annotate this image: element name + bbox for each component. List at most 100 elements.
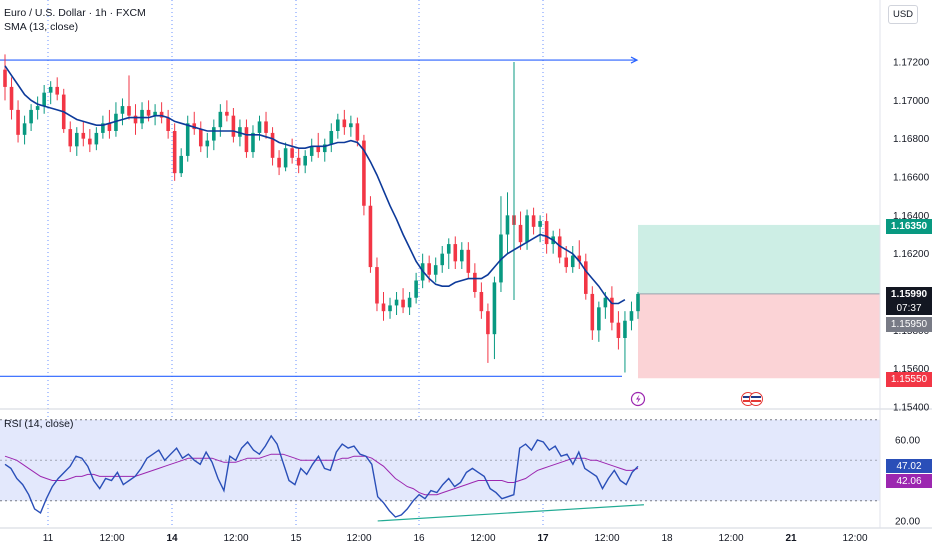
arrow-head	[630, 56, 639, 64]
time-tick-label: 12:00	[594, 533, 619, 544]
price-tick-label: 1.15400	[893, 403, 930, 414]
candle-body	[394, 299, 399, 306]
candle-body	[538, 221, 542, 227]
candle-body	[16, 109, 20, 135]
candle-body	[518, 224, 523, 243]
candle-body	[349, 123, 353, 128]
candle-body	[283, 148, 288, 168]
candle-body	[29, 109, 33, 124]
candle-body	[401, 299, 405, 308]
last-price-tag: 1.15990	[886, 287, 932, 302]
candle-body	[466, 249, 471, 273]
bar-countdown: 07:37	[886, 301, 932, 315]
price-tick-label: 1.15600	[893, 364, 930, 375]
time-tick-label: 18	[661, 533, 673, 544]
candle-body	[120, 106, 125, 114]
time-tick-label: 11	[43, 533, 54, 544]
sma-line	[4, 65, 626, 305]
currency-button[interactable]: USD	[888, 5, 918, 24]
time-tick-label: 21	[785, 533, 797, 544]
flag-icon-stripe	[743, 396, 753, 398]
candle-body	[225, 111, 229, 116]
rsi-tick-label: 20.00	[895, 517, 920, 528]
candle-body	[570, 255, 575, 268]
sma-series-line	[4, 65, 626, 305]
candle-body	[355, 123, 360, 141]
candle-body	[185, 123, 190, 156]
rsi-value-tag: 47.02	[886, 459, 932, 473]
rsi-tick-label: 60.00	[895, 436, 920, 447]
flag-icon-stripe	[743, 400, 753, 402]
rsi-ma-value-tag: 42.06	[886, 474, 932, 488]
sma-legend[interactable]: SMA (13, close)	[4, 21, 79, 33]
candle-body	[74, 132, 79, 147]
time-tick-label: 12:00	[99, 533, 124, 544]
candle-body	[479, 292, 484, 312]
symbol-legend[interactable]: Euro / U.S. Dollar · 1h · FXCM	[4, 7, 146, 19]
candle-body	[453, 244, 458, 262]
event-icons[interactable]	[630, 391, 763, 407]
candle-body	[460, 249, 464, 262]
candle-body	[362, 140, 366, 206]
candle-body	[446, 244, 451, 254]
candle-body	[153, 111, 157, 116]
rsi-trendline	[377, 504, 644, 522]
candle-body	[629, 311, 634, 321]
price-tick-label: 1.16400	[893, 211, 930, 222]
candle-body	[414, 280, 418, 298]
horizontal-lines[interactable]	[0, 56, 639, 377]
candle-body	[159, 111, 164, 118]
candle-body	[238, 127, 242, 137]
candle-body	[94, 132, 99, 145]
time-tick-label: 12:00	[223, 533, 248, 544]
candle-body	[172, 131, 177, 174]
candle-body	[35, 106, 40, 110]
candle-body	[296, 157, 301, 166]
candle-body	[218, 111, 223, 128]
candle-body	[3, 69, 7, 87]
time-tick-label: 15	[290, 533, 302, 544]
rsi-pane	[0, 419, 880, 522]
flag-icon-stripe	[751, 396, 761, 398]
time-tick-label: 16	[413, 533, 425, 544]
candle-body	[9, 86, 14, 110]
candle-body	[68, 129, 73, 147]
rsi-ma-line	[4, 453, 639, 496]
candle-body	[48, 86, 53, 93]
candle-body	[623, 320, 627, 338]
candle-body	[564, 257, 569, 268]
time-tick-label: 12:00	[470, 533, 495, 544]
time-tick-label: 14	[166, 533, 178, 544]
candle-body	[388, 305, 392, 312]
rsi-line	[4, 434, 639, 518]
candle-body	[375, 267, 379, 304]
candle-body	[616, 322, 621, 338]
lightning-icon-bolt	[636, 394, 641, 404]
time-tick-label: 12:00	[842, 533, 867, 544]
candle-body	[140, 109, 144, 124]
candle-body	[42, 92, 46, 107]
candle-body	[277, 157, 281, 168]
candle-body	[486, 311, 490, 335]
candle-body	[368, 205, 373, 268]
sma-price-tag: 1.15950	[886, 317, 932, 332]
candle-body	[166, 117, 170, 131]
candle-body	[127, 106, 131, 116]
candle-body	[22, 123, 27, 135]
lightning-icon	[630, 391, 646, 407]
rsi-legend[interactable]: RSI (14, close)	[4, 418, 74, 430]
candle-body	[531, 215, 536, 227]
stop-price-tag: 1.15550	[886, 372, 932, 387]
candle-body	[544, 221, 549, 245]
price-tick-label: 1.17200	[893, 58, 930, 69]
time-tick-label: 17	[537, 533, 549, 544]
candle-body	[577, 255, 582, 262]
candle-body	[407, 297, 412, 308]
stop-zone	[638, 293, 880, 379]
flag-icon	[741, 392, 763, 406]
candle-body	[290, 148, 294, 158]
candle-body	[525, 215, 529, 243]
